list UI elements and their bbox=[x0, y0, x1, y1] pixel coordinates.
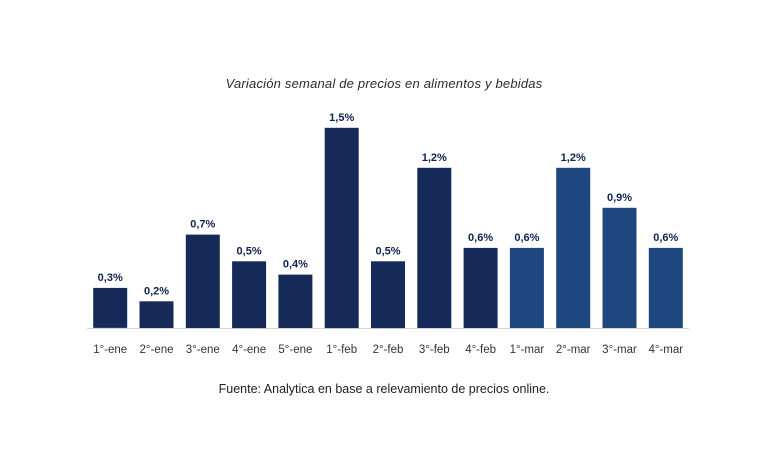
x-tick-label-0: 1°-ene bbox=[93, 344, 127, 356]
data-label-10: 1,2% bbox=[561, 152, 586, 164]
bar-1 bbox=[139, 301, 174, 328]
data-label-0: 0,3% bbox=[98, 272, 123, 284]
x-tick-label-3: 4°-ene bbox=[232, 344, 266, 356]
x-tick-label-5: 1°-feb bbox=[326, 344, 357, 356]
x-tick-label-12: 4°-mar bbox=[648, 344, 683, 356]
bar-7 bbox=[417, 167, 452, 328]
bar-10 bbox=[556, 167, 591, 328]
data-label-2: 0,7% bbox=[190, 219, 215, 231]
bar-4 bbox=[278, 274, 313, 328]
data-label-3: 0,5% bbox=[237, 245, 262, 257]
x-tick-label-4: 5°-ene bbox=[278, 344, 312, 356]
chart-title: Variación semanal de precios en alimento… bbox=[225, 76, 543, 91]
data-label-12: 0,6% bbox=[653, 232, 678, 244]
chart-source: Fuente: Analytica en base a relevamiento… bbox=[218, 382, 550, 396]
data-label-6: 0,5% bbox=[375, 245, 400, 257]
x-tick-label-6: 2°-feb bbox=[373, 344, 404, 356]
x-tick-label-10: 2°-mar bbox=[556, 344, 591, 356]
data-label-7: 1,2% bbox=[422, 152, 447, 164]
data-label-5: 1,5% bbox=[329, 112, 354, 124]
x-tick-label-9: 1°-mar bbox=[510, 344, 545, 356]
data-label-9: 0,6% bbox=[514, 232, 539, 244]
bar-11 bbox=[602, 207, 637, 328]
bar-2 bbox=[185, 234, 220, 328]
x-tick-label-7: 3°-feb bbox=[419, 344, 450, 356]
bar-5 bbox=[324, 127, 359, 329]
bar-12 bbox=[648, 247, 683, 328]
data-label-1: 0,2% bbox=[144, 285, 169, 297]
bar-6 bbox=[371, 261, 405, 329]
x-tick-label-11: 3°-mar bbox=[602, 344, 637, 356]
bar-0 bbox=[93, 287, 128, 328]
data-label-4: 0,4% bbox=[283, 259, 308, 271]
bar-8 bbox=[463, 247, 498, 328]
data-label-11: 0,9% bbox=[607, 192, 632, 204]
x-tick-label-2: 3°-ene bbox=[186, 344, 220, 356]
bar-3 bbox=[232, 261, 267, 329]
bar-9 bbox=[509, 247, 544, 328]
data-label-8: 0,6% bbox=[468, 232, 493, 244]
x-tick-label-8: 4°-feb bbox=[465, 344, 496, 356]
x-tick-label-1: 2°-ene bbox=[139, 344, 173, 356]
